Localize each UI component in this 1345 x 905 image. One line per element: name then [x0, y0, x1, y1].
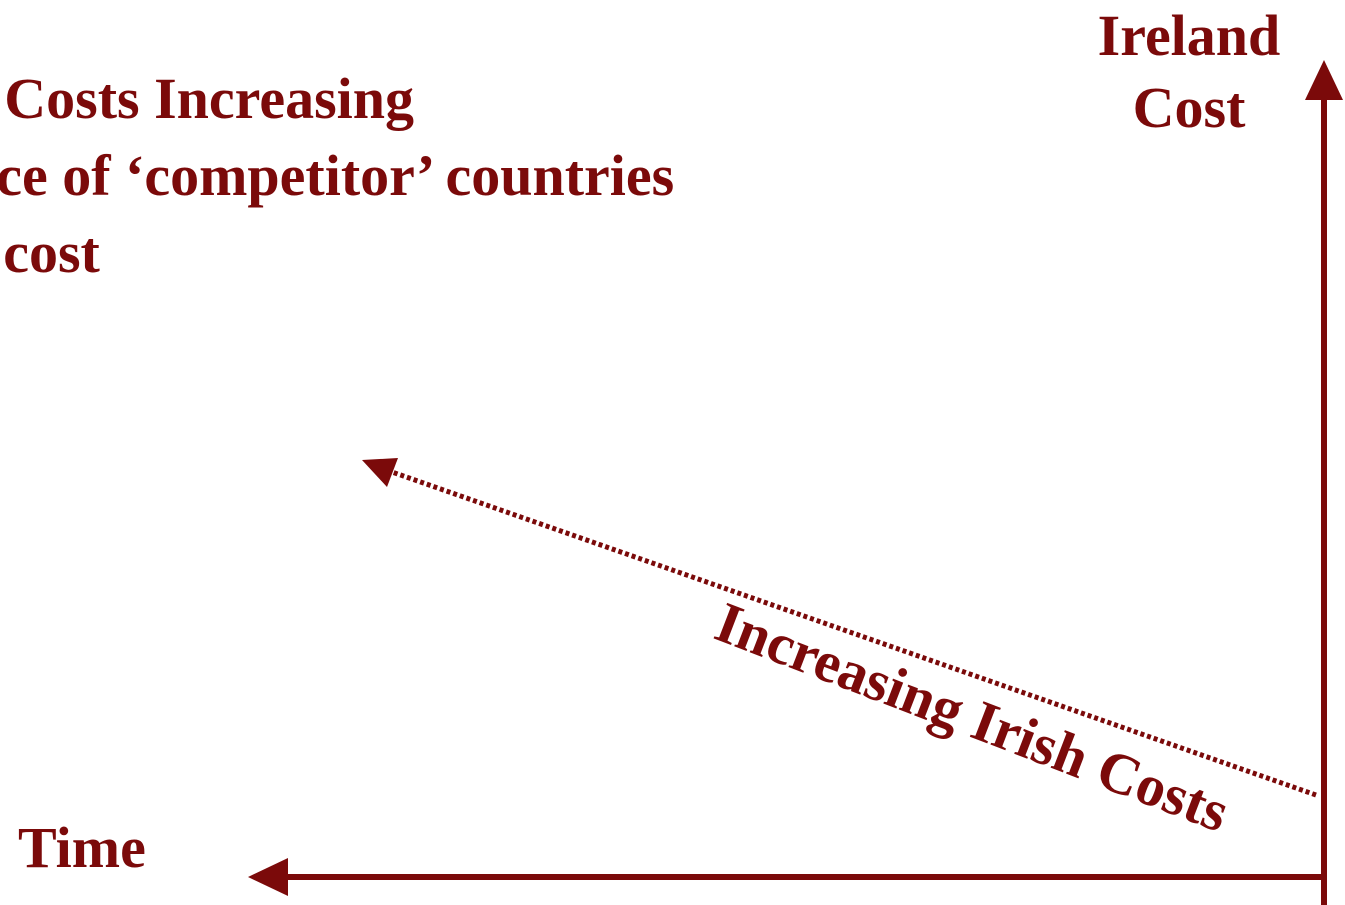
title-line-2: nce of ‘competitor’ countries [0, 143, 675, 208]
y-axis-title-line-2: Cost [1132, 75, 1246, 140]
title-line-3: r cost [0, 220, 100, 285]
y-axis-title-line-1: Ireland [1097, 3, 1281, 68]
slide-title: e Costs Increasing nce of ‘competitor’ c… [0, 60, 864, 291]
x-axis-line [248, 858, 1324, 896]
x-axis-arrowhead-icon [248, 858, 288, 896]
title-line-1: e Costs Increasing [0, 66, 415, 131]
trend-arrow [362, 458, 1317, 798]
trend-arrowhead-icon [362, 458, 398, 487]
x-axis-title: Time [18, 815, 146, 880]
y-axis-title: Ireland Cost [1069, 0, 1309, 144]
y-axis-line [1305, 60, 1343, 905]
y-axis-arrowhead-icon [1305, 60, 1343, 100]
